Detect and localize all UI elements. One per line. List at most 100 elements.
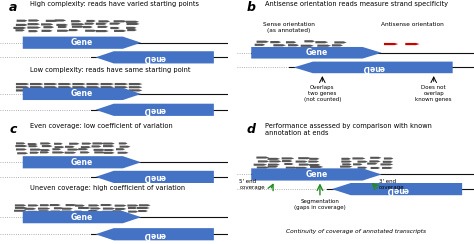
Polygon shape: [115, 89, 128, 92]
Polygon shape: [341, 161, 352, 163]
Polygon shape: [16, 142, 26, 144]
Polygon shape: [115, 86, 128, 88]
Polygon shape: [56, 24, 68, 26]
Polygon shape: [296, 167, 308, 169]
Polygon shape: [55, 19, 66, 21]
Polygon shape: [51, 211, 62, 213]
Polygon shape: [294, 62, 453, 73]
Polygon shape: [103, 152, 115, 154]
Polygon shape: [94, 151, 105, 153]
Polygon shape: [282, 160, 292, 162]
Polygon shape: [28, 143, 37, 145]
Polygon shape: [127, 23, 140, 25]
Polygon shape: [28, 30, 38, 32]
Polygon shape: [334, 41, 346, 43]
Polygon shape: [16, 29, 25, 31]
Polygon shape: [38, 210, 50, 212]
Polygon shape: [16, 89, 29, 92]
Polygon shape: [267, 166, 278, 168]
Polygon shape: [299, 163, 310, 166]
Polygon shape: [100, 83, 114, 85]
Polygon shape: [309, 158, 319, 160]
Polygon shape: [127, 29, 137, 31]
Polygon shape: [74, 211, 83, 213]
Polygon shape: [384, 43, 398, 45]
Polygon shape: [286, 41, 296, 43]
Polygon shape: [13, 27, 27, 29]
Polygon shape: [119, 146, 130, 148]
Text: Even coverage: low coefficient of variation: Even coverage: low coefficient of variat…: [29, 123, 173, 129]
Polygon shape: [46, 20, 58, 22]
Polygon shape: [91, 145, 101, 147]
Polygon shape: [44, 26, 54, 28]
Polygon shape: [104, 149, 114, 151]
Polygon shape: [16, 83, 29, 85]
Polygon shape: [75, 205, 85, 207]
Polygon shape: [332, 183, 462, 195]
Polygon shape: [119, 142, 128, 144]
Text: eneD: eneD: [144, 53, 166, 62]
Polygon shape: [28, 211, 39, 213]
Text: Gene: Gene: [71, 158, 93, 167]
Polygon shape: [139, 204, 151, 206]
Polygon shape: [282, 157, 294, 159]
Polygon shape: [62, 208, 73, 210]
Polygon shape: [30, 86, 44, 88]
Polygon shape: [80, 151, 90, 153]
Polygon shape: [58, 26, 67, 28]
Text: Overlaps
two genes
(not counted): Overlaps two genes (not counted): [304, 85, 341, 102]
Polygon shape: [14, 210, 27, 212]
Text: d: d: [246, 123, 255, 136]
Polygon shape: [54, 143, 63, 145]
Polygon shape: [357, 167, 367, 169]
Polygon shape: [17, 152, 28, 154]
Polygon shape: [16, 24, 28, 26]
Text: eneD: eneD: [386, 185, 408, 193]
Polygon shape: [23, 156, 141, 168]
Polygon shape: [273, 44, 286, 46]
Polygon shape: [251, 47, 382, 59]
Polygon shape: [115, 83, 128, 85]
Polygon shape: [310, 164, 321, 166]
Polygon shape: [296, 161, 308, 163]
Polygon shape: [357, 161, 368, 163]
Polygon shape: [86, 20, 96, 22]
Polygon shape: [30, 149, 42, 151]
Polygon shape: [128, 204, 139, 207]
Polygon shape: [270, 41, 281, 43]
Polygon shape: [27, 23, 40, 25]
Polygon shape: [78, 207, 91, 209]
Polygon shape: [27, 26, 41, 29]
Polygon shape: [88, 210, 99, 212]
Polygon shape: [383, 161, 393, 163]
Polygon shape: [28, 20, 40, 22]
Polygon shape: [72, 26, 84, 28]
Polygon shape: [251, 168, 382, 181]
Polygon shape: [17, 20, 27, 22]
Polygon shape: [381, 163, 393, 165]
Polygon shape: [96, 51, 214, 63]
Polygon shape: [65, 204, 77, 206]
Polygon shape: [96, 228, 214, 240]
Text: Does not
overlap
known genes: Does not overlap known genes: [415, 85, 452, 102]
Polygon shape: [85, 30, 97, 32]
Text: eneD: eneD: [144, 173, 166, 181]
Polygon shape: [65, 146, 75, 148]
Polygon shape: [30, 83, 44, 85]
Polygon shape: [257, 166, 269, 169]
Polygon shape: [96, 104, 214, 116]
Polygon shape: [16, 148, 27, 151]
Polygon shape: [288, 44, 299, 46]
Text: Antisense orientation: Antisense orientation: [381, 22, 444, 27]
Polygon shape: [40, 142, 51, 144]
Polygon shape: [64, 152, 76, 154]
Polygon shape: [41, 23, 54, 26]
Polygon shape: [15, 204, 27, 206]
Polygon shape: [268, 164, 280, 166]
Polygon shape: [72, 23, 85, 25]
Polygon shape: [44, 89, 58, 92]
Polygon shape: [126, 27, 137, 29]
Polygon shape: [269, 160, 282, 163]
Polygon shape: [128, 207, 137, 209]
Polygon shape: [86, 86, 100, 88]
